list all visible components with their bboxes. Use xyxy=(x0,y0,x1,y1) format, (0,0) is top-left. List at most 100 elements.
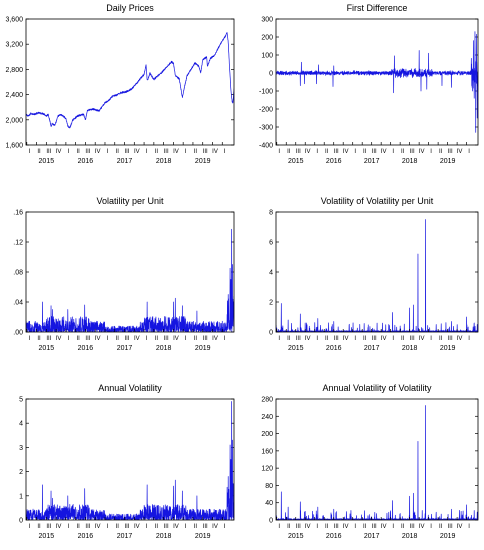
y-tick-label: 5 xyxy=(19,397,23,404)
x-year-label: 2015 xyxy=(288,533,304,540)
y-tick-label: 8 xyxy=(269,210,273,217)
x-quarter-label: III xyxy=(85,336,90,342)
x-year-label: 2017 xyxy=(364,345,380,352)
x-quarter-label: IV xyxy=(419,524,425,530)
y-tick-label: 100 xyxy=(261,53,273,60)
y-tick-label: -200 xyxy=(259,107,273,114)
x-quarter-label: II xyxy=(401,336,405,342)
x-quarter-label: I xyxy=(146,149,148,155)
x-quarter-label: IV xyxy=(173,336,179,342)
x-quarter-label: IV xyxy=(457,336,463,342)
x-quarter-label: II xyxy=(76,336,80,342)
x-quarter-label: II xyxy=(194,149,198,155)
x-quarter-label: IV xyxy=(95,336,101,342)
x-quarter-label: IV xyxy=(381,336,387,342)
series-line xyxy=(26,228,234,332)
y-tick-label: .04 xyxy=(13,300,23,307)
y-tick-label: 2 xyxy=(269,300,273,307)
y-tick-label: 200 xyxy=(261,35,273,42)
x-quarter-label: II xyxy=(287,149,291,155)
x-quarter-label: IV xyxy=(343,524,349,530)
x-quarter-label: II xyxy=(155,149,159,155)
y-tick-label: 2,400 xyxy=(5,92,23,99)
x-quarter-label: III xyxy=(448,524,453,530)
x-quarter-label: II xyxy=(37,149,41,155)
x-year-label: 2018 xyxy=(156,158,172,165)
y-tick-label: 120 xyxy=(261,466,273,473)
x-quarter-label: IV xyxy=(173,524,179,530)
x-quarter-label: IV xyxy=(305,524,311,530)
x-quarter-label: IV xyxy=(134,149,140,155)
x-year-label: 2019 xyxy=(440,345,456,352)
y-tick-label: .12 xyxy=(13,240,23,247)
y-tick-label: 4 xyxy=(269,270,273,277)
x-quarter-label: I xyxy=(316,336,318,342)
x-quarter-label: I xyxy=(224,524,226,530)
x-quarter-label: I xyxy=(224,336,226,342)
y-tick-label: 0 xyxy=(19,518,23,525)
x-quarter-label: II xyxy=(37,524,41,530)
x-quarter-label: IV xyxy=(457,149,463,155)
x-quarter-label: I xyxy=(107,149,109,155)
x-year-label: 2015 xyxy=(288,158,304,165)
panel-2: First Difference -400 -300 -200 -100 0 100 200 3… xyxy=(259,3,479,165)
y-tick-label: 80 xyxy=(265,483,273,490)
x-quarter-label: II xyxy=(76,524,80,530)
x-quarter-label: I xyxy=(146,336,148,342)
plot-area xyxy=(26,401,234,520)
x-quarter-label: III xyxy=(372,524,377,530)
x-quarter-label: II xyxy=(439,524,443,530)
x-quarter-label: III xyxy=(46,336,51,342)
y-tick-label: 3,600 xyxy=(5,17,23,24)
y-tick-label: 0 xyxy=(269,330,273,337)
x-quarter-label: II xyxy=(325,524,329,530)
y-tick-label: 280 xyxy=(261,397,273,404)
x-year-label: 2016 xyxy=(326,533,342,540)
x-year-label: 2016 xyxy=(78,533,94,540)
x-quarter-label: III xyxy=(203,149,208,155)
x-quarter-label: III xyxy=(448,149,453,155)
x-quarter-label: IV xyxy=(381,524,387,530)
x-quarter-label: II xyxy=(116,524,120,530)
x-year-label: 2016 xyxy=(78,158,94,165)
x-quarter-label: III xyxy=(296,524,301,530)
x-quarter-label: IV xyxy=(95,524,101,530)
x-quarter-label: I xyxy=(185,336,187,342)
x-quarter-label: III xyxy=(85,524,90,530)
x-quarter-label: I xyxy=(185,149,187,155)
x-quarter-label: I xyxy=(28,336,30,342)
x-quarter-label: II xyxy=(325,149,329,155)
x-quarter-label: III xyxy=(125,149,130,155)
x-year-label: 2019 xyxy=(195,533,211,540)
x-quarter-label: I xyxy=(107,524,109,530)
x-quarter-label: I xyxy=(392,336,394,342)
x-year-label: 2015 xyxy=(39,533,55,540)
x-year-label: 2019 xyxy=(195,158,211,165)
x-quarter-label: III xyxy=(334,336,339,342)
x-year-label: 2019 xyxy=(440,533,456,540)
x-quarter-label: IV xyxy=(305,336,311,342)
series-line xyxy=(276,31,478,133)
x-quarter-label: IV xyxy=(56,336,62,342)
x-quarter-label: I xyxy=(316,149,318,155)
x-quarter-label: I xyxy=(146,524,148,530)
x-quarter-label: II xyxy=(194,524,198,530)
plot-frame xyxy=(25,398,235,521)
x-quarter-label: I xyxy=(28,149,30,155)
x-year-label: 2016 xyxy=(326,158,342,165)
x-quarter-label: IV xyxy=(419,149,425,155)
plot-area xyxy=(276,405,478,520)
x-quarter-label: I xyxy=(354,149,356,155)
series-line xyxy=(26,401,234,520)
plot-frame xyxy=(275,398,479,521)
chart-title: First Difference xyxy=(347,3,408,13)
x-quarter-label: III xyxy=(296,149,301,155)
x-quarter-label: II xyxy=(401,149,405,155)
x-year-label: 2015 xyxy=(39,345,55,352)
x-year-label: 2018 xyxy=(156,533,172,540)
x-quarter-label: I xyxy=(354,336,356,342)
x-quarter-label: I xyxy=(68,149,70,155)
x-quarter-label: II xyxy=(194,336,198,342)
x-year-label: 2017 xyxy=(117,345,133,352)
